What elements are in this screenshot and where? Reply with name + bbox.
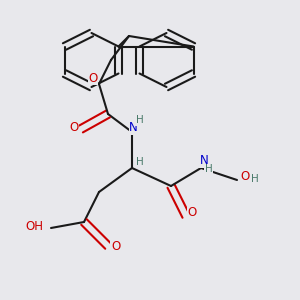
Text: H: H	[251, 173, 259, 184]
Text: O: O	[69, 121, 78, 134]
Text: O: O	[188, 206, 196, 220]
Text: H: H	[205, 164, 212, 175]
Text: OH: OH	[26, 220, 44, 233]
Text: N: N	[200, 154, 208, 167]
Text: O: O	[111, 239, 120, 253]
Text: O: O	[240, 170, 249, 184]
Text: N: N	[129, 121, 138, 134]
Text: H: H	[136, 157, 143, 167]
Text: H: H	[136, 115, 143, 125]
Text: O: O	[88, 71, 98, 85]
